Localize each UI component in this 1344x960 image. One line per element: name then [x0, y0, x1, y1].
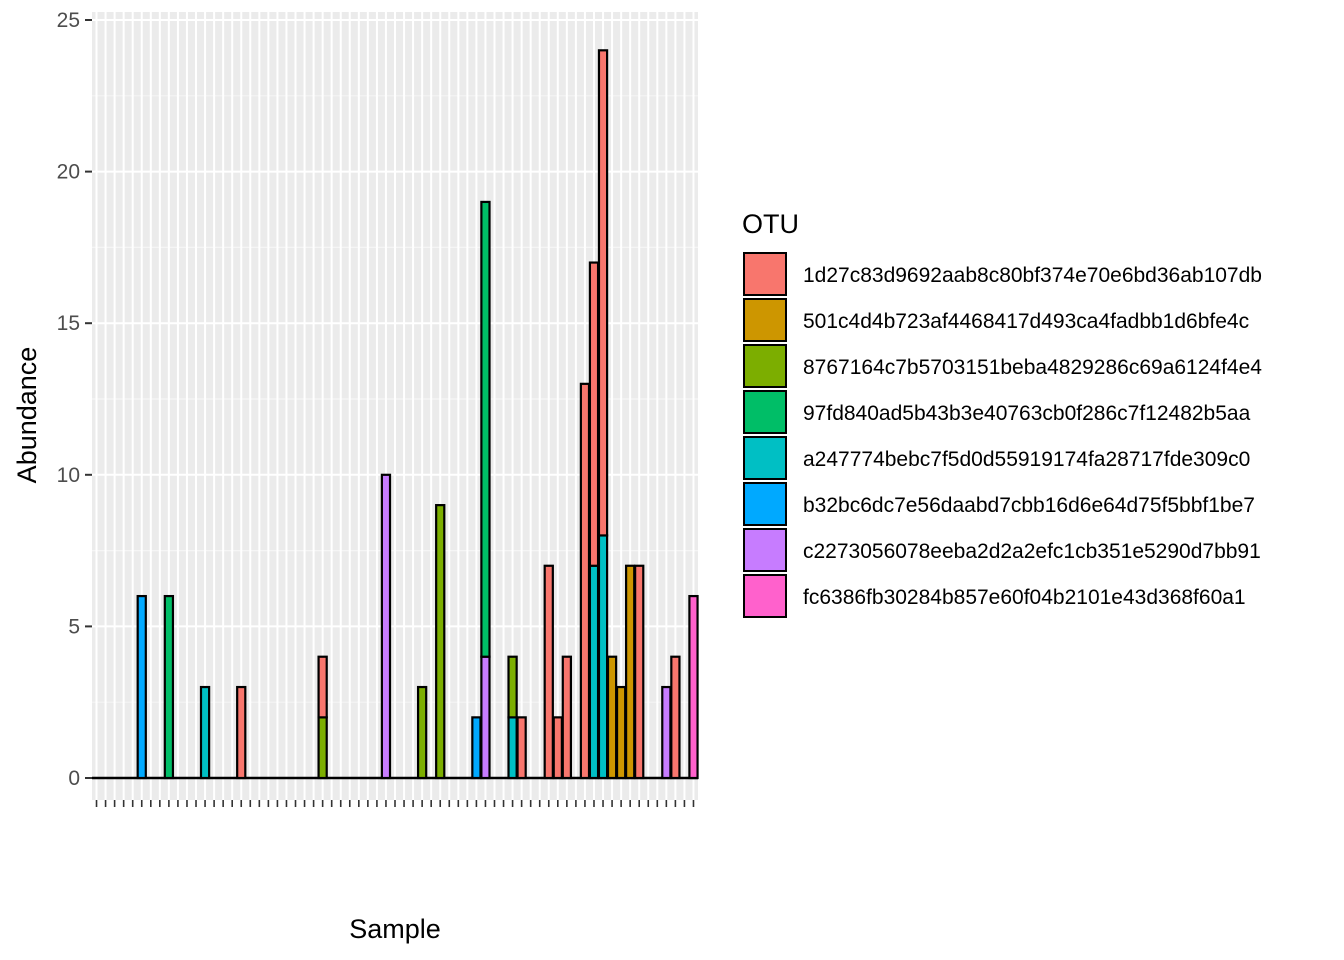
legend-key — [743, 344, 787, 388]
bar-segment — [688, 594, 699, 780]
bar-segment — [615, 685, 627, 780]
y-tick-label: 25 — [57, 9, 80, 32]
legend-key — [743, 482, 787, 526]
legend-label: a247774bebc7f5d0d55919174fa28717fde309c0 — [803, 448, 1250, 471]
legend-label: b32bc6dc7e56daabd7cbb16d6e64d75f5bbf1be7 — [803, 494, 1255, 517]
y-axis-title: Abundance — [12, 347, 42, 484]
bar-segment — [380, 473, 392, 780]
legend-key — [743, 436, 787, 480]
legend-label: 8767164c7b5703151beba4829286c69a6124f4e4 — [803, 356, 1262, 379]
legend-title: OTU — [742, 209, 799, 239]
bar-segment — [516, 716, 527, 780]
y-tick-label: 10 — [57, 464, 80, 487]
bar-segment — [661, 685, 672, 780]
bar-segment — [236, 685, 247, 780]
bar-segment — [507, 716, 518, 780]
legend: OTU 1d27c83d9692aab8c80bf374e70e6bd36ab1… — [742, 209, 1262, 618]
y-tick-label: 5 — [68, 615, 80, 638]
bar-segment — [416, 685, 428, 780]
legend-key — [743, 528, 787, 572]
legend-key — [743, 252, 787, 296]
legend-key — [743, 390, 787, 434]
bar-segment — [317, 655, 328, 719]
bar-segment — [624, 564, 636, 780]
bar-segment — [552, 716, 563, 780]
legend-key — [743, 298, 787, 342]
x-axis-title: Sample — [349, 914, 441, 944]
bar-segment — [606, 655, 618, 780]
bar-segment — [588, 261, 600, 567]
bar-segment — [597, 49, 609, 537]
bar-segment — [471, 716, 482, 780]
bar-segment — [480, 655, 491, 780]
x-axis — [95, 800, 695, 807]
legend-label: 501c4d4b723af4468417d493ca4fadbb1d6bfe4c — [803, 310, 1249, 333]
bar-segment — [480, 200, 491, 658]
legend-key — [743, 574, 787, 618]
y-tick-label: 20 — [57, 161, 80, 184]
legend-label: 1d27c83d9692aab8c80bf374e70e6bd36ab107db — [803, 264, 1262, 287]
bar-segment — [634, 564, 645, 780]
bar-segment — [670, 655, 681, 780]
bar-segment — [163, 594, 175, 780]
y-axis: 0 5 10 15 20 25 — [57, 9, 92, 790]
bar-segment — [136, 594, 147, 780]
legend-label: fc6386fb30284b857e60f04b2101e43d368f60a1 — [803, 586, 1246, 609]
legend-label: c2273056078eeba2d2a2efc1cb351e5290d7bb91 — [803, 540, 1261, 563]
legend-label: 97fd840ad5b43b3e40763cb0f286c7f12482b5aa — [803, 402, 1251, 425]
bar-segment — [543, 564, 554, 780]
bar-segment — [199, 685, 211, 780]
bar-segment — [588, 564, 600, 780]
bar-segment — [597, 534, 609, 780]
bar-segment — [561, 655, 573, 780]
y-tick-label: 0 — [68, 767, 80, 790]
bar-segment — [435, 504, 446, 780]
bars — [92, 49, 699, 780]
y-tick-label: 15 — [57, 312, 80, 335]
bar-segment — [507, 655, 518, 719]
bar-segment — [579, 382, 591, 780]
bar-segment — [317, 716, 328, 780]
